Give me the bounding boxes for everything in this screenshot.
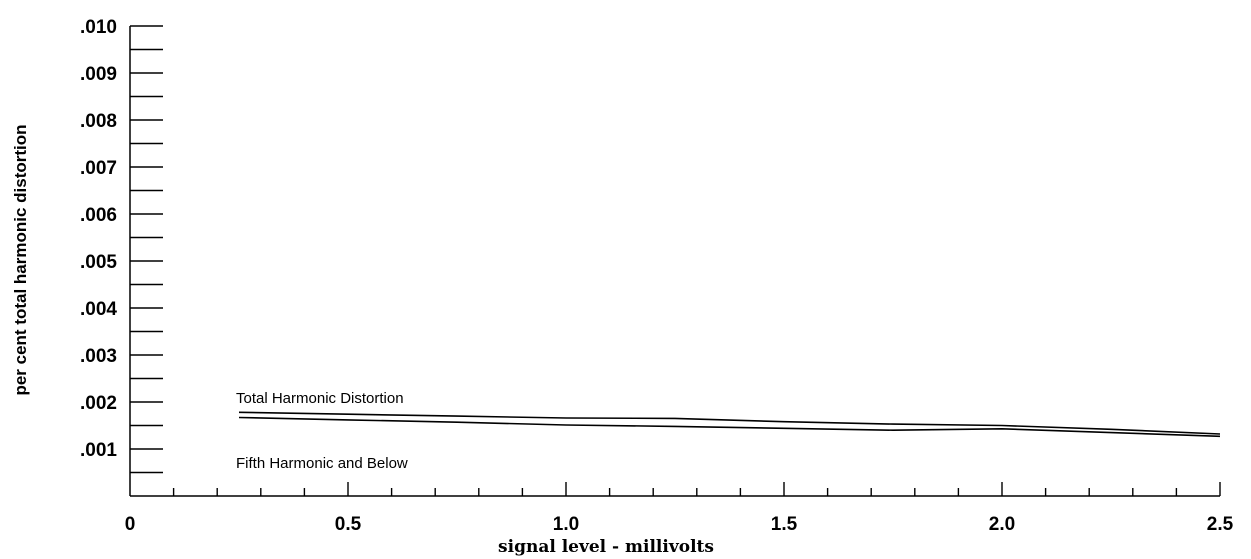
y-tick-label: .001	[80, 440, 117, 461]
x-tick-label: 1.0	[553, 514, 579, 535]
annotation-total-harmonic-distortion: Total Harmonic Distortion	[236, 390, 404, 407]
annotation-fifth-harmonic: Fifth Harmonic and Below	[236, 455, 408, 472]
y-axis: .001 .002 .003 .004 .005 .006 .007 .008 .009 .010	[80, 17, 163, 496]
series-line-total-harmonic-distortion	[238, 411, 1221, 435]
x-axis: 0 0.5 1.0 1.5 2.0 2.5	[125, 482, 1234, 535]
y-tick-label: .006	[80, 205, 117, 226]
y-tick-label: .009	[80, 64, 117, 85]
y-tick-label: .010	[80, 17, 117, 38]
series-line-fifth-harmonic	[238, 416, 1221, 438]
y-tick-label: .004	[80, 299, 117, 320]
x-tick-label: 0.5	[335, 514, 362, 535]
x-axis-title: signal level - millivolts	[498, 537, 714, 557]
series-lines	[238, 411, 1221, 438]
y-tick-label: .007	[80, 158, 117, 179]
x-tick-label: 1.5	[771, 514, 798, 535]
y-tick-label: .002	[80, 393, 117, 414]
y-tick-label: .008	[80, 111, 117, 132]
y-tick-label: .005	[80, 252, 117, 273]
x-tick-label: 2.5	[1207, 514, 1234, 535]
x-tick-label: 2.0	[989, 514, 1015, 535]
y-axis-title: per cent total harmonic distortion	[11, 124, 30, 395]
x-tick-label: 0	[125, 514, 136, 535]
y-tick-label: .003	[80, 346, 117, 367]
